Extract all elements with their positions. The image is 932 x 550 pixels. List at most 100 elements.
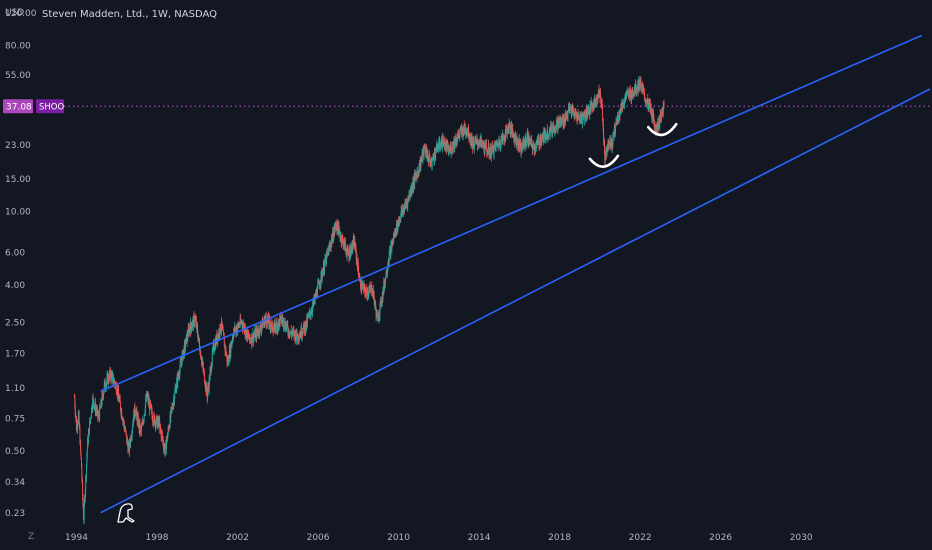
y-tick-label: 15.00 [5, 175, 31, 185]
timezone-label[interactable]: Z [28, 532, 35, 542]
candle-body [85, 475, 87, 490]
candle-body [106, 376, 108, 381]
candle-body [542, 133, 544, 137]
candle-body [643, 88, 644, 91]
candle-body [80, 458, 82, 468]
candle-body [259, 325, 261, 335]
candle-body [663, 104, 665, 106]
candle-body [407, 198, 409, 207]
candle-body [110, 372, 112, 379]
candle-body [82, 481, 84, 497]
candle-body [473, 144, 475, 150]
candle-body [111, 375, 113, 382]
candle-body [366, 291, 368, 296]
candle-body [350, 249, 351, 256]
x-tick-label: 1998 [146, 533, 169, 543]
candle-body [323, 264, 325, 273]
candle-body [509, 124, 511, 133]
candle-body [183, 342, 185, 355]
candle-body [519, 139, 521, 148]
candle-body [93, 403, 95, 408]
candle-body [514, 132, 516, 137]
y-axis[interactable]: 120.00 80.00 55.00 37.08 SHOO 23.00 15.00 10.00… [3, 9, 64, 519]
candle-body [102, 393, 104, 396]
candle-body [388, 253, 390, 264]
x-tick-label: 1994 [65, 533, 88, 543]
candle-body [352, 239, 354, 246]
candle-body [545, 131, 547, 140]
candle-body [278, 319, 280, 321]
candle-body [191, 327, 193, 330]
candle-body [478, 142, 480, 144]
candle-body [185, 343, 187, 348]
x-axis[interactable]: 1994 1998 2002 2006 2010 2014 2018 2022 2026 2030 [65, 533, 813, 543]
candle-body [581, 113, 583, 122]
candle-body [249, 334, 251, 340]
candle-body [265, 315, 267, 320]
candle-body [77, 420, 79, 425]
candle-body [307, 317, 308, 324]
candle-body [225, 347, 227, 355]
candle-body [79, 428, 81, 444]
candle-body [320, 271, 322, 283]
candle-body [594, 98, 596, 102]
candle-body [613, 128, 615, 138]
candle-body [284, 321, 286, 328]
candle-body [438, 142, 440, 148]
candle-body [173, 398, 175, 404]
candle-body [115, 383, 117, 393]
candle-body [447, 144, 449, 153]
candle-body [597, 94, 598, 100]
y-tick-label: 0.75 [5, 415, 25, 425]
candle-body [602, 106, 603, 121]
candle-body [640, 78, 642, 87]
candle-body [390, 245, 392, 257]
candle-body [416, 171, 418, 180]
y-tick-label: 120.00 [5, 9, 37, 19]
candle-body [365, 291, 367, 295]
candle-body [547, 129, 548, 139]
candle-body [500, 139, 502, 146]
candle-body [440, 142, 442, 145]
x-tick-label: 2006 [307, 533, 330, 543]
candle-body [512, 127, 514, 133]
arc-annotation-2 [646, 122, 678, 137]
candle-body [230, 343, 232, 354]
candle-body [604, 150, 606, 162]
candle-body [328, 247, 330, 256]
candle-body [591, 102, 593, 106]
symbol-badge [36, 99, 64, 114]
candle-body [602, 122, 604, 132]
candle-body [395, 228, 397, 235]
last-price-badge [3, 99, 33, 114]
candle-body [337, 221, 339, 228]
candle-body [113, 383, 115, 384]
y-tick-label: 10.00 [5, 208, 31, 218]
candle-body [83, 503, 85, 519]
y-tick-label: 0.34 [5, 478, 25, 488]
candle-body [450, 146, 452, 154]
candle-body [118, 399, 120, 402]
x-tick-label: 2030 [790, 533, 813, 543]
candle-body [603, 131, 605, 143]
candle-body [219, 324, 221, 332]
y-tick-label: 55.00 [5, 71, 31, 81]
candle-body [537, 139, 539, 143]
chart-title: Steven Madden, Ltd., 1W, NASDAQ [42, 9, 218, 20]
candle-body [461, 128, 463, 131]
candle-body [295, 332, 297, 341]
candle-body [635, 83, 637, 93]
logo-icon [117, 503, 135, 523]
candle-body [125, 432, 127, 435]
candle-body [255, 331, 257, 338]
candle-body [119, 398, 121, 403]
candle-body [485, 143, 487, 149]
candle-body [660, 111, 662, 122]
candle-body [431, 160, 433, 167]
candle-body [90, 418, 92, 420]
candle-body [433, 157, 435, 161]
candle-body [137, 416, 139, 423]
candle-body [267, 316, 269, 323]
